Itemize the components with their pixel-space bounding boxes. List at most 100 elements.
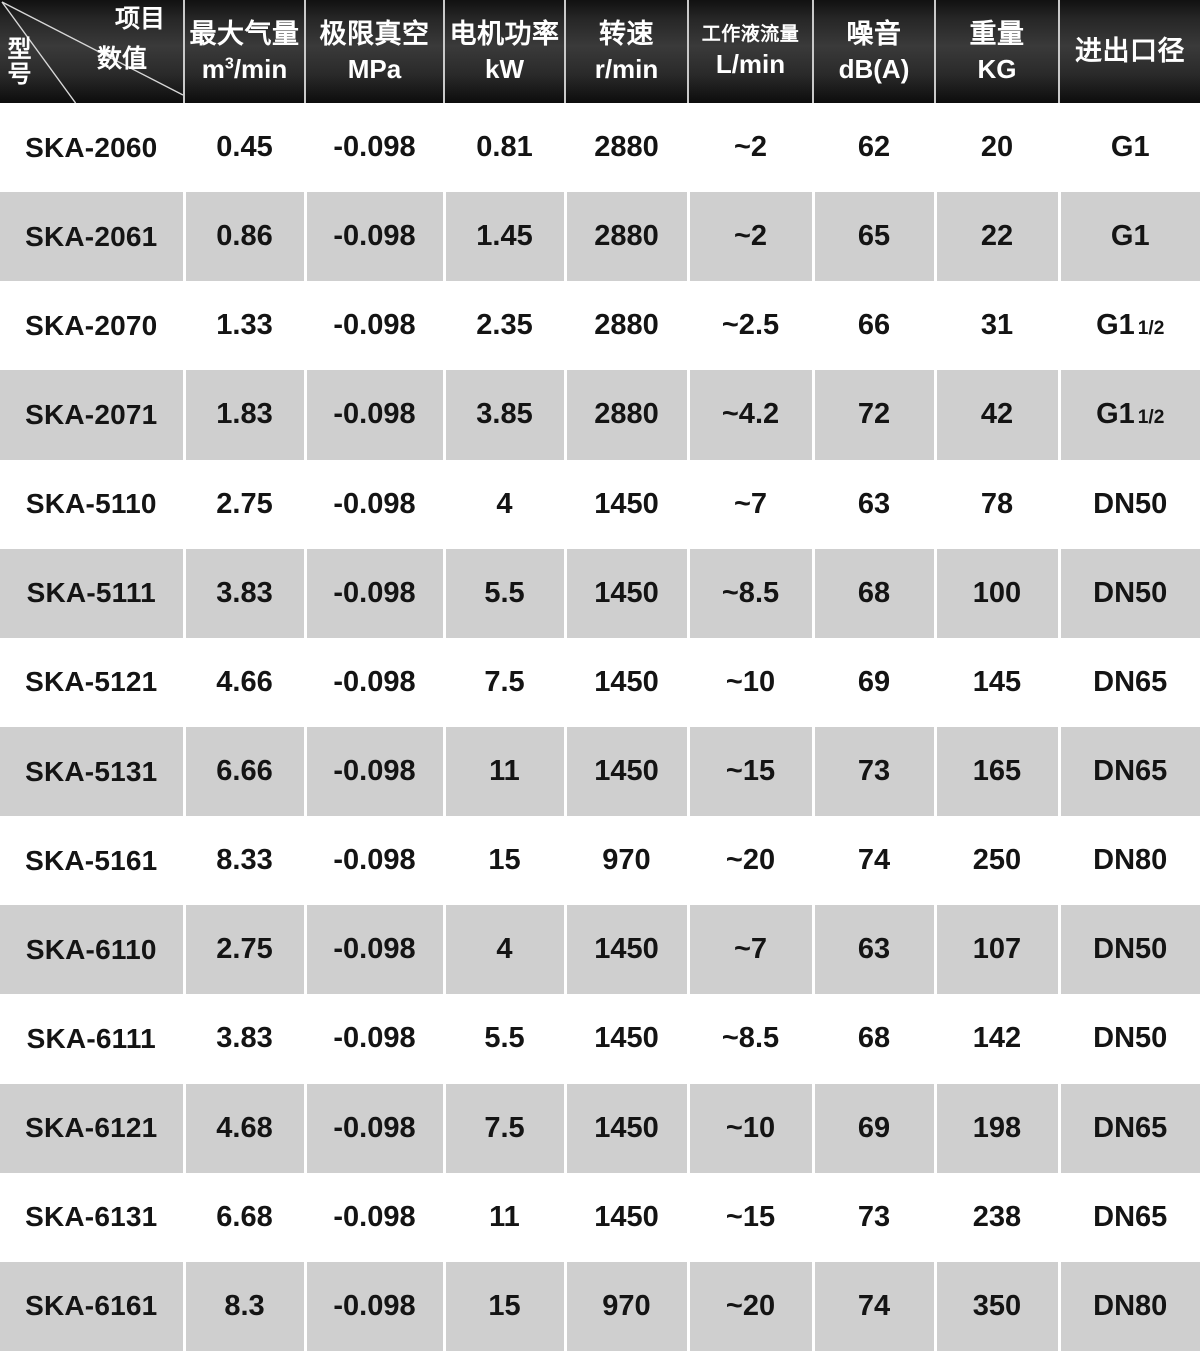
cell-model: SKA-6131 [0,1172,186,1262]
cell-port: DN65 [1059,726,1200,817]
cell-noise: 68 [813,994,937,1084]
cell-noise: 69 [813,637,937,727]
cell-weight: 250 [935,816,1061,906]
cell-power: 1.45 [444,192,567,282]
header-unit-speed: r/min [594,53,659,84]
table-row: SKA-2070 1.33 -0.098 2.35 2880 ~2.5 66 31 G1 1/2 [0,281,1200,371]
cell-model: SKA-2060 [0,103,186,193]
diagonal-split-lines-icon [1,1,183,103]
table-row: SKA-5110 2.75 -0.098 4 1450 ~7 63 78 DN50 [0,459,1200,549]
cell-model: SKA-5161 [0,816,186,906]
header-unit-weight: KG [977,53,1017,84]
cell-flow: 6.66 [184,726,307,817]
header-unit-flow: m3/min [201,53,288,84]
cell-model: SKA-5110 [0,459,186,549]
header-cell-noise: 噪音 dB(A) [813,0,936,103]
cell-weight: 22 [935,192,1061,282]
cell-noise: 63 [813,905,937,995]
corner-diagonal-box: 项目 数值 型号 [0,0,183,103]
header-title-noise: 噪音 [846,19,902,50]
header-title-flow: 最大气量 [189,19,300,50]
cell-speed: 1450 [565,1172,690,1262]
corner-model-label: 型号 [3,36,30,86]
cell-weight: 198 [935,1083,1061,1173]
cell-speed: 1450 [565,637,690,727]
cell-model: SKA-5121 [0,637,186,727]
cell-vacuum: -0.098 [305,1172,446,1262]
port-size-value: G1 [1110,220,1150,253]
cell-weight: 100 [935,548,1061,638]
header-title-weight: 重量 [969,19,1025,50]
cell-power: 2.35 [444,281,567,371]
cell-speed: 2880 [565,281,690,371]
cell-flow: 3.83 [184,994,307,1084]
header-cell-liquid: 工作液流量 L/min [688,0,814,103]
table-row: SKA-2071 1.83 -0.098 3.85 2880 ~4.2 72 42 G1 1/2 [0,370,1200,460]
cell-flow: 0.45 [184,103,307,193]
table-row: SKA-6131 6.68 -0.098 11 1450 ~15 73 238 DN65 [0,1172,1200,1262]
corner-item-label: 项目 [114,5,165,33]
cell-model: SKA-2061 [0,192,186,282]
header-cell-port: 进出口径 [1059,0,1200,103]
cell-power: 5.5 [444,548,567,638]
cell-flow: 4.68 [184,1083,307,1173]
header-cell-vacuum: 极限真空 MPa [305,0,445,103]
cell-model: SKA-5111 [0,548,186,638]
cell-power: 4 [444,459,567,549]
header-cell-weight: 重量 KG [935,0,1060,103]
cell-vacuum: -0.098 [305,548,446,638]
header-title-liquid: 工作液流量 [701,23,800,45]
cell-model: SKA-2070 [0,281,186,371]
cell-weight: 20 [935,103,1061,193]
cell-noise: 73 [813,726,937,817]
cell-port: G1 [1059,103,1200,193]
cell-weight: 107 [935,905,1061,995]
table-row: SKA-2060 0.45 -0.098 0.81 2880 ~2 62 20 G1 [0,103,1200,193]
cell-vacuum: -0.098 [305,192,446,282]
cell-weight: 78 [935,459,1061,549]
header-corner-cell: 项目 数值 型号 [0,0,185,103]
cell-weight: 165 [935,726,1061,817]
cell-noise: 62 [813,103,937,193]
port-size-value: DN50 [1093,933,1168,966]
header-unit-liquid: L/min [715,49,786,80]
cell-power: 7.5 [444,1083,567,1173]
cell-liquid: ~2 [688,103,815,193]
cell-noise: 65 [813,192,937,282]
cell-weight: 238 [935,1172,1061,1262]
port-size-value: DN50 [1093,1022,1168,1055]
cell-weight: 42 [935,370,1061,460]
cell-flow: 6.68 [184,1172,307,1262]
cell-port: DN65 [1059,637,1200,727]
table-row: SKA-6110 2.75 -0.098 4 1450 ~7 63 107 DN50 [0,905,1200,995]
cell-model: SKA-5131 [0,726,186,817]
cell-flow: 8.3 [184,1261,307,1351]
port-size-value: DN50 [1093,576,1168,609]
cell-power: 5.5 [444,994,567,1084]
table-header: 项目 数值 型号 最大气量 m3/min 极限真空 MPa 电 [0,0,1200,103]
header-cell-flow: 最大气量 m3/min [184,0,306,103]
cell-liquid: ~8.5 [688,994,815,1084]
port-size-value: G1 [1110,131,1150,164]
cell-liquid: ~7 [688,459,815,549]
cell-port: G1 [1059,192,1200,282]
cell-port: DN50 [1059,905,1200,995]
cell-port: DN65 [1059,1172,1200,1262]
cell-port: DN80 [1059,1261,1200,1351]
port-size-value: DN65 [1093,1111,1168,1144]
cell-weight: 350 [935,1261,1061,1351]
cell-power: 15 [444,816,567,906]
cell-liquid: ~15 [688,1172,815,1262]
table-row: SKA-6121 4.68 -0.098 7.5 1450 ~10 69 198 DN65 [0,1083,1200,1173]
port-size-value: G1 [1096,309,1135,342]
cell-flow: 3.83 [184,548,307,638]
cell-vacuum: -0.098 [305,103,446,193]
cell-speed: 2880 [565,192,690,282]
cell-noise: 74 [813,816,937,906]
table-row: SKA-2061 0.86 -0.098 1.45 2880 ~2 65 22 G1 [0,192,1200,282]
cell-port: DN50 [1059,459,1200,549]
header-unit-power: kW [485,53,524,84]
cell-noise: 63 [813,459,937,549]
cell-port: DN50 [1059,548,1200,638]
